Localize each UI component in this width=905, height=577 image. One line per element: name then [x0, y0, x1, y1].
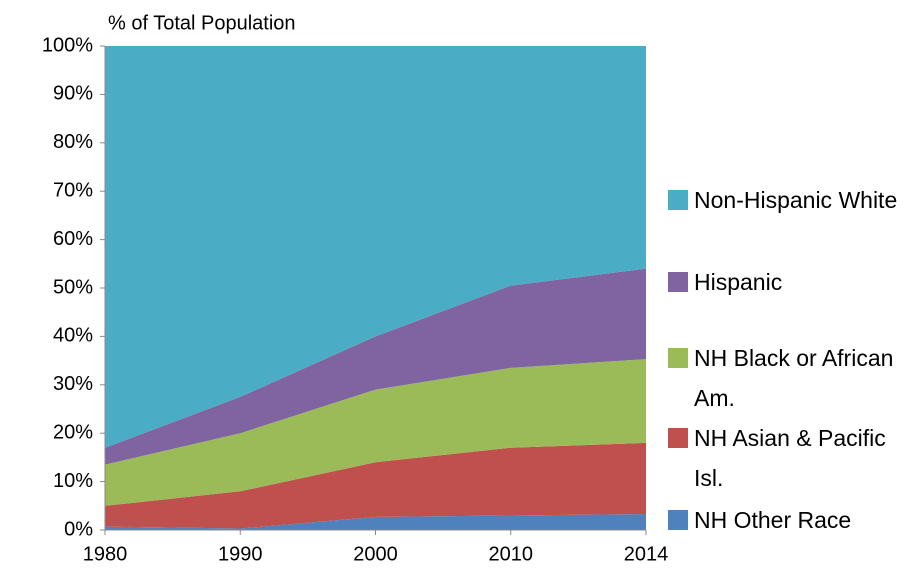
x-tick-label: 1990: [218, 543, 263, 565]
y-tick-label: 100%: [42, 34, 93, 56]
y-tick-label: 90%: [53, 83, 93, 105]
y-tick-label: 20%: [53, 421, 93, 443]
y-axis-label: % of Total Population: [108, 12, 296, 34]
area: [105, 359, 646, 506]
y-tick-label: 30%: [53, 373, 93, 395]
x-tick-label: 2010: [489, 543, 534, 565]
x-tick-label: 2014: [624, 543, 669, 565]
area: [105, 268, 646, 465]
y-tick-label: 60%: [53, 228, 93, 250]
y-tick-label: 40%: [53, 325, 93, 347]
area: [105, 46, 646, 448]
y-tick-label: 0%: [64, 518, 93, 540]
y-tick-label: 10%: [53, 470, 93, 492]
y-tick-label: 80%: [53, 131, 93, 153]
area: [105, 442, 646, 529]
areas: [105, 46, 646, 530]
y-tick-label: 50%: [53, 276, 93, 298]
area: [105, 514, 646, 530]
x-tick-label: 1980: [83, 543, 128, 565]
y-tick-label: 70%: [53, 179, 93, 201]
x-tick-label: 2000: [353, 543, 398, 565]
